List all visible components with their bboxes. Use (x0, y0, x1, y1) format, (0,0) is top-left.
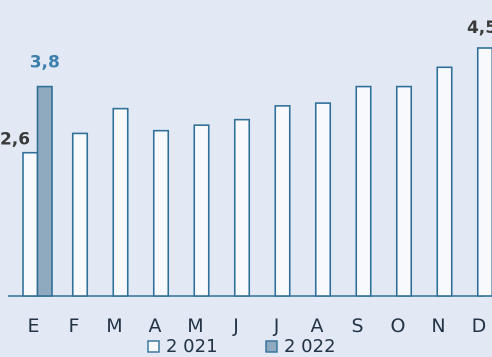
x-tick-label-2: M (106, 315, 122, 337)
data-labels: 2,6 3,8 4,5 (0, 18, 492, 150)
x-tick-label-7: A (311, 315, 324, 337)
bar-s1-11 (476, 47, 492, 297)
legend-swatch-1 (265, 340, 278, 353)
bar-s1-2 (112, 107, 129, 297)
legend: 2 021 2 022 (147, 336, 336, 357)
x-tick-label-4: M (187, 315, 203, 337)
legend-label-1: 2 022 (284, 336, 336, 357)
x-tick-label-0: E (27, 315, 39, 337)
x-tick-label-9: O (391, 315, 406, 337)
data-label-1: 3,8 (30, 53, 60, 73)
bar-s1-1 (71, 132, 89, 297)
x-tick-label-6: J (273, 315, 280, 337)
bar-s1-8 (355, 85, 372, 297)
bar-s1-10 (436, 66, 453, 297)
bars (22, 47, 492, 297)
bar-s1-9 (395, 85, 413, 297)
bar-s1-5 (233, 118, 251, 297)
x-tick-label-11: D (472, 315, 487, 337)
bar-s1-7 (314, 102, 332, 297)
data-label-2: 4,5 (467, 18, 492, 38)
bar-s1-6 (274, 105, 291, 297)
x-tick-label-10: N (431, 315, 445, 337)
bar-s1-3 (152, 129, 170, 297)
x-tick-label-5: J (232, 315, 239, 337)
x-tick-label-3: A (149, 315, 162, 337)
legend-label-0: 2 021 (166, 336, 218, 357)
legend-swatch-0 (147, 340, 160, 353)
bar-s1-4 (193, 124, 210, 297)
x-tick-label-8: S (351, 315, 363, 337)
bar-s2-0 (36, 85, 53, 297)
x-tick-label-1: F (69, 315, 80, 337)
data-label-0: 2,6 (0, 130, 30, 150)
bar-s1-0 (22, 151, 39, 297)
